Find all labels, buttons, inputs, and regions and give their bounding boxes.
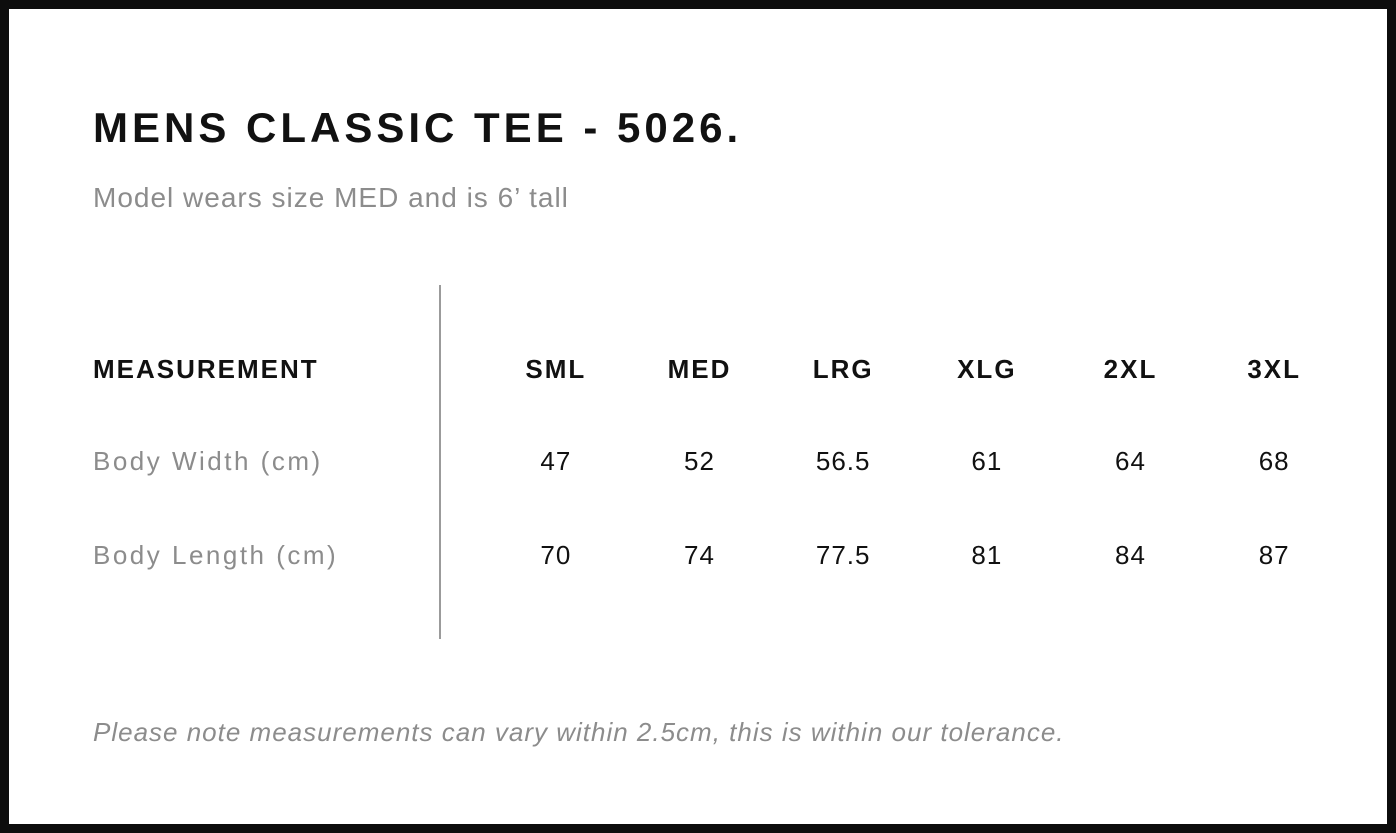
body-length-value-3xl: 87 (1258, 540, 1290, 570)
size-table-header-row: MEASUREMENT SML MED LRG XLG 2XL 3XL (93, 354, 1346, 384)
size-header-xlg: XLG (957, 354, 1017, 384)
size-chart-table: MEASUREMENT SML MED LRG XLG 2XL 3XL Body… (93, 285, 1346, 639)
body-length-value-med: 74 (684, 540, 715, 570)
body-length-row: Body Length (cm) 70 74 77.5 81 84 87 (93, 540, 1346, 570)
model-size-note: Model wears size MED and is 6’ tall (93, 182, 569, 213)
body-length-value-xlg: 81 (971, 540, 1003, 570)
body-length-value-2xl: 84 (1115, 540, 1146, 570)
body-width-value-2xl: 64 (1115, 446, 1146, 476)
body-width-value-lrg: 56.5 (815, 446, 871, 476)
column-divider (439, 285, 441, 639)
body-length-value-lrg: 77.5 (815, 540, 871, 570)
tolerance-note: Please note measurements can vary within… (93, 717, 1065, 747)
body-width-value-3xl: 68 (1258, 446, 1290, 476)
body-length-value-sml: 70 (540, 540, 572, 570)
product-title: MENS CLASSIC TEE - 5026. (93, 104, 743, 151)
body-width-value-xlg: 61 (971, 446, 1003, 476)
size-header-sml: SML (525, 354, 587, 384)
size-header-lrg: LRG (812, 354, 874, 384)
body-width-row-label: Body Width (cm) (93, 446, 323, 476)
body-width-value-sml: 47 (540, 446, 572, 476)
size-header-med: MED (667, 354, 732, 384)
measurement-column-header: MEASUREMENT (93, 354, 319, 384)
size-header-3xl: 3XL (1247, 354, 1301, 384)
size-header-2xl: 2XL (1103, 354, 1158, 384)
body-width-value-med: 52 (684, 446, 715, 476)
body-width-row: Body Width (cm) 47 52 56.5 61 64 68 (93, 446, 1346, 476)
body-length-row-label: Body Length (cm) (93, 540, 339, 570)
